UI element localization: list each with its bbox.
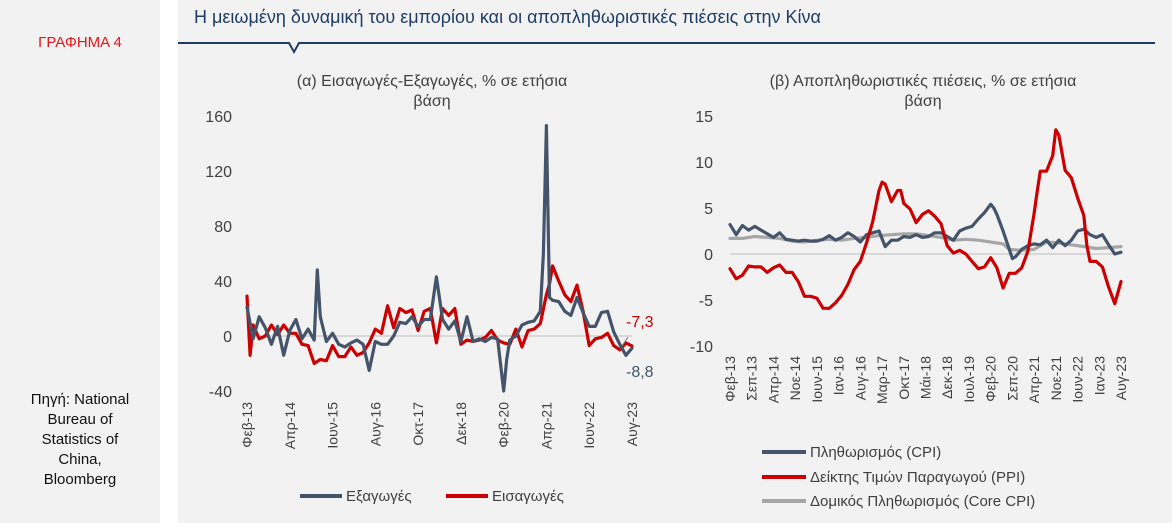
legend-label: Δομικός Πληθωρισμός (Core CPI) — [810, 493, 1035, 510]
x-tick-label: Ιουν-22 — [581, 402, 597, 449]
x-tick-label: Απρ-14 — [765, 356, 781, 403]
x-tick-label: Σεπ-13 — [744, 356, 760, 401]
x-tick-label: Σεπ-20 — [1004, 356, 1020, 401]
y-tick-label: 15 — [695, 109, 713, 126]
x-tick-label: Οκτ-17 — [410, 402, 426, 446]
x-tick-label: Ιουν-15 — [325, 402, 341, 449]
legend-label: Πληθωρισμός (CPI) — [810, 444, 941, 461]
header-rule — [178, 42, 1155, 55]
x-tick-label: Φεβ-20 — [496, 402, 512, 448]
series-line-1 — [728, 202, 1123, 261]
x-tick-label: Ιαν-23 — [1091, 356, 1107, 395]
end-label-leader — [621, 336, 629, 347]
end-value-label: -8,8 — [626, 364, 654, 381]
x-tick-label: Ιουν-15 — [809, 356, 825, 403]
x-tick-label: Ιουλ-19 — [961, 356, 977, 403]
x-tick-label: Φεβ-13 — [722, 356, 738, 402]
y-tick-label: -5 — [699, 293, 713, 310]
y-tick-label: 10 — [695, 155, 713, 172]
end-value-label: -7,3 — [626, 314, 654, 331]
x-tick-label: Φεβ-13 — [239, 402, 255, 448]
y-tick-label: 0 — [704, 247, 713, 264]
y-tick-label: 80 — [214, 219, 232, 236]
y-tick-label: 40 — [214, 274, 232, 291]
x-tick-label: Απρ-21 — [1026, 356, 1042, 403]
main-panel — [178, 0, 1172, 523]
source-line: Bureau of — [47, 411, 113, 428]
x-tick-label: Φεβ-20 — [983, 356, 999, 402]
y-tick-label: 0 — [223, 329, 232, 346]
x-tick-label: Ιαν-16 — [831, 356, 847, 395]
series-line-1 — [245, 124, 634, 393]
legend-label: Εξαγωγές — [346, 488, 412, 505]
x-tick-label: Νοε-14 — [787, 356, 803, 401]
x-tick-label: Μαρ-17 — [874, 356, 890, 404]
legend-label: Εισαγωγές — [492, 488, 564, 505]
chart-title: βάση — [413, 93, 450, 110]
source-line: Statistics of — [41, 431, 119, 448]
y-tick-label: -40 — [209, 384, 232, 401]
x-tick-label: Δεκ-18 — [453, 402, 469, 445]
x-tick-label: Αυγ-16 — [367, 402, 383, 446]
x-tick-label: Αυγ-16 — [852, 356, 868, 400]
figure-label: ΓΡΑΦΗΜΑ 4 — [38, 34, 122, 51]
legend-label: Δείκτης Τιμών Παραγωγού (PPI) — [810, 469, 1025, 486]
x-tick-label: Δεκ-18 — [939, 356, 955, 399]
source-line: Bloomberg — [43, 471, 117, 488]
x-tick-label: Απρ-21 — [538, 402, 554, 449]
y-tick-label: 120 — [205, 164, 232, 181]
x-tick-label: Οκτ-17 — [896, 356, 912, 400]
source-line: China, — [58, 451, 102, 468]
source-line: Πηγή: National — [30, 391, 130, 408]
x-tick-label: Ιουν-22 — [1070, 356, 1086, 403]
chart-title: βάση — [904, 93, 941, 110]
y-tick-label: 5 — [704, 201, 713, 218]
source-note: Πηγή: National Bureau of Statistics of C… — [0, 390, 160, 490]
chart-title: (β) Αποπληθωριστικές πιέσεις, % σε ετήσι… — [770, 73, 1077, 90]
x-tick-label: Απρ-14 — [282, 402, 298, 449]
y-tick-label: -10 — [690, 339, 713, 356]
figure-title: Η μειωμένη δυναμική του εμπορίου και οι … — [194, 7, 821, 27]
series-line-2 — [245, 264, 634, 366]
y-tick-label: 160 — [205, 109, 232, 126]
chart-title: (α) Εισαγωγές-Εξαγωγές, % σε ετήσια — [297, 73, 567, 90]
x-tick-label: Αυγ-23 — [624, 402, 640, 446]
series-line-2 — [728, 128, 1123, 310]
x-tick-label: Νοε-21 — [1048, 356, 1064, 401]
sidebar: ΓΡΑΦΗΜΑ 4 Πηγή: National Bureau of Stati… — [0, 0, 160, 523]
x-tick-label: Αυγ-23 — [1113, 356, 1129, 400]
x-tick-label: Μάι-18 — [918, 356, 934, 399]
